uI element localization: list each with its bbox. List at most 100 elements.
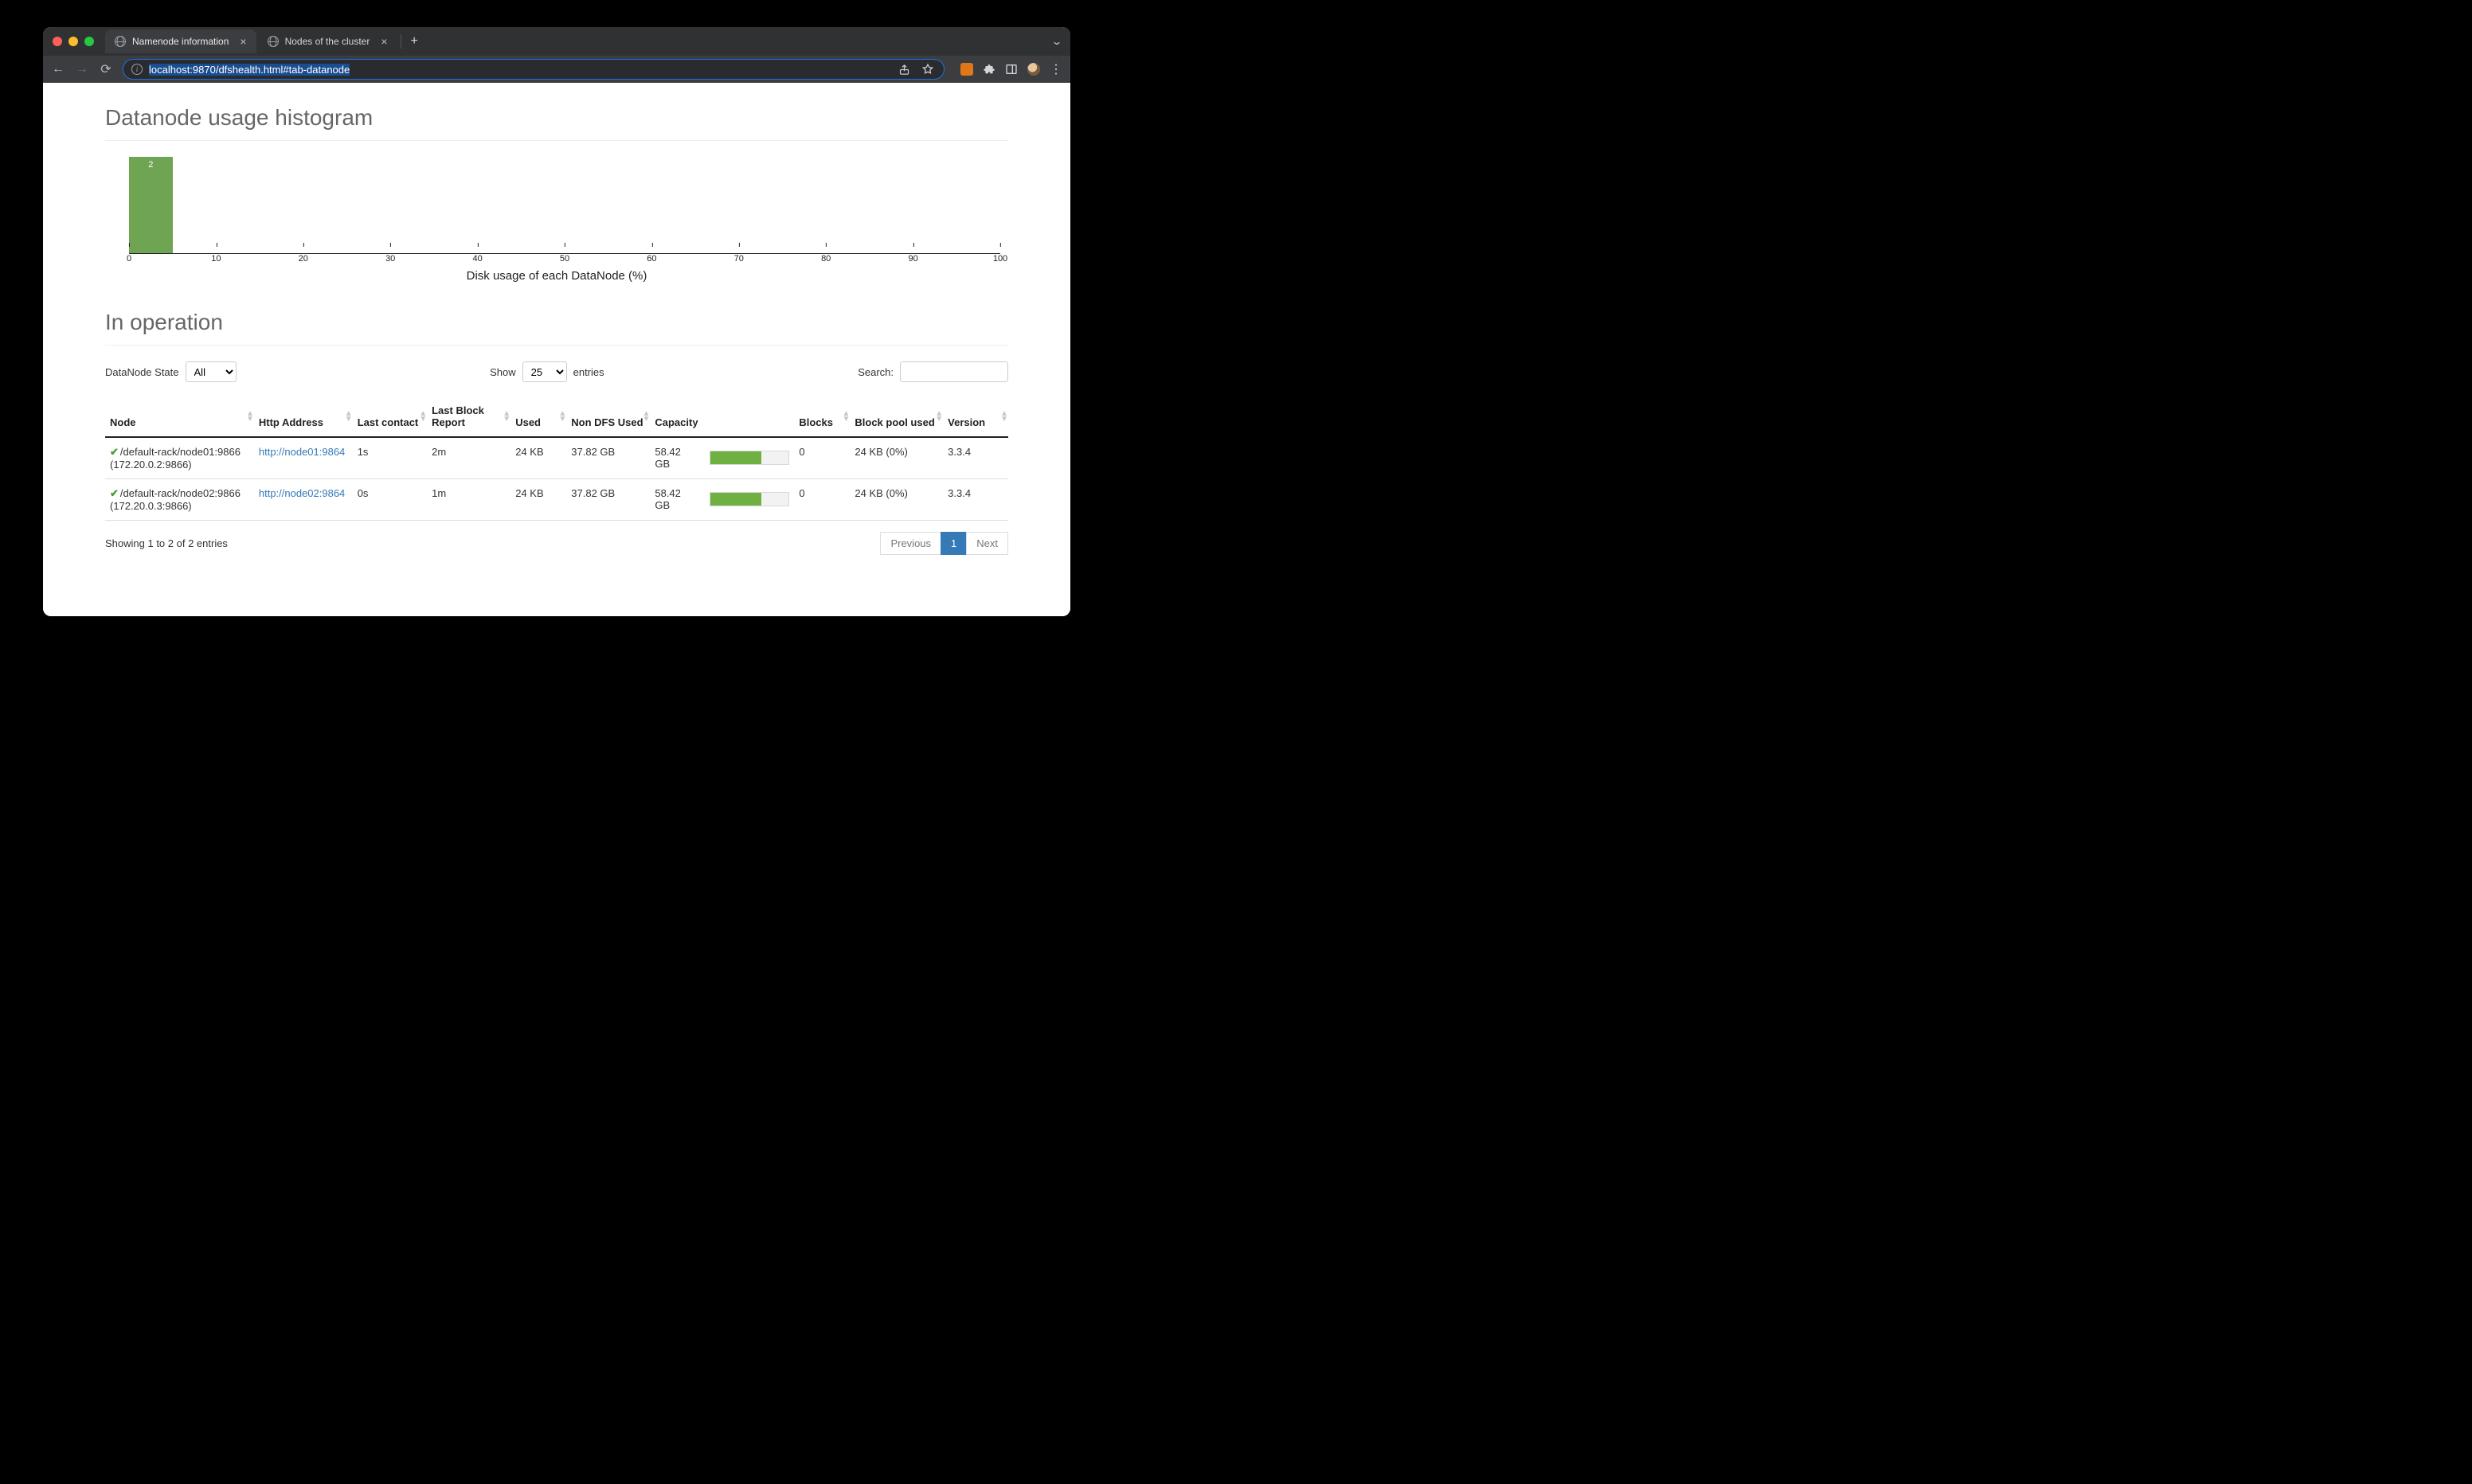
table-footer: Showing 1 to 2 of 2 entries Previous 1 N… — [105, 532, 1008, 555]
cell-capacity: 58.42 GB — [650, 437, 794, 479]
column-header[interactable]: Node▲▼ — [105, 396, 254, 437]
window-close-button[interactable] — [53, 37, 62, 46]
check-icon: ✔ — [110, 446, 119, 458]
bookmark-star-icon[interactable] — [921, 63, 934, 76]
histogram-tick: 0 — [127, 254, 131, 264]
sort-icon: ▲▼ — [642, 411, 648, 422]
check-icon: ✔ — [110, 487, 119, 499]
sort-icon: ▲▼ — [419, 411, 425, 422]
capacity-text: 58.42 GB — [655, 446, 694, 470]
profile-avatar-icon[interactable] — [1027, 63, 1040, 76]
column-header[interactable]: Http Address▲▼ — [254, 396, 353, 437]
kebab-menu-icon[interactable]: ⋮ — [1050, 63, 1062, 76]
window-zoom-button[interactable] — [84, 37, 94, 46]
histogram-tick: 50 — [560, 254, 569, 264]
cell-blocks: 0 — [794, 479, 850, 521]
window-minimize-button[interactable] — [68, 37, 78, 46]
cell-node: ✔/default-rack/node02:9866(172.20.0.3:98… — [105, 479, 254, 521]
browser-window: Namenode information × Nodes of the clus… — [43, 27, 1070, 616]
histogram-tick: 90 — [908, 254, 917, 264]
page-content: Datanode usage histogram 2 0102030405060… — [43, 83, 1070, 616]
sort-icon: ▲▼ — [503, 411, 509, 422]
table-row: ✔/default-rack/node01:9866(172.20.0.2:98… — [105, 437, 1008, 479]
share-icon[interactable] — [898, 63, 910, 76]
cell-block-pool: 24 KB (0%) — [850, 479, 943, 521]
prev-button[interactable]: Previous — [880, 532, 941, 555]
capacity-bar — [710, 451, 789, 465]
sort-icon: ▲▼ — [345, 411, 351, 422]
tabs-menu-chevron-icon[interactable]: ⌄ — [1050, 36, 1062, 47]
tab-nodes[interactable]: Nodes of the cluster × — [258, 29, 397, 53]
sort-icon: ▲▼ — [842, 411, 848, 422]
column-header[interactable]: Block pool used▲▼ — [850, 396, 943, 437]
http-link[interactable]: http://node02:9864 — [259, 487, 345, 499]
histogram-tick: 10 — [211, 254, 221, 264]
url-text: localhost:9870/dfshealth.html#tab-datano… — [149, 64, 891, 76]
cell-non-dfs: 37.82 GB — [566, 479, 650, 521]
column-header[interactable]: Version▲▼ — [943, 396, 1008, 437]
sort-icon: ▲▼ — [558, 411, 565, 422]
histogram-bar-label: 2 — [129, 160, 173, 170]
cell-http: http://node02:9864 — [254, 479, 353, 521]
globe-icon — [115, 36, 126, 47]
tab-close-icon[interactable]: × — [240, 35, 246, 48]
state-label: DataNode State — [105, 366, 179, 378]
histogram-tick: 80 — [821, 254, 831, 264]
sort-icon: ▲▼ — [246, 411, 252, 422]
forward-button[interactable]: → — [75, 62, 89, 76]
page-button-1[interactable]: 1 — [941, 532, 967, 555]
histogram-plot: 2 — [129, 157, 1000, 254]
panel-icon[interactable] — [1005, 63, 1018, 76]
column-header[interactable]: Used▲▼ — [510, 396, 566, 437]
column-header[interactable]: Capacity — [650, 396, 794, 437]
capacity-fill — [710, 451, 761, 464]
tab-close-icon[interactable]: × — [381, 35, 387, 48]
column-header[interactable]: Last contact▲▼ — [353, 396, 427, 437]
site-info-icon[interactable]: i — [131, 64, 143, 75]
cell-version: 3.3.4 — [943, 479, 1008, 521]
histogram-tick: 40 — [472, 254, 482, 264]
back-button[interactable]: ← — [51, 62, 65, 76]
cell-used: 24 KB — [510, 479, 566, 521]
cell-last-contact: 0s — [353, 479, 427, 521]
new-tab-button[interactable]: + — [403, 34, 426, 49]
cell-non-dfs: 37.82 GB — [566, 437, 650, 479]
histogram-tick: 30 — [385, 254, 395, 264]
table-row: ✔/default-rack/node02:9866(172.20.0.3:98… — [105, 479, 1008, 521]
reload-button[interactable]: ⟳ — [99, 61, 113, 77]
histogram-title: Datanode usage histogram — [105, 105, 1008, 131]
histogram-xlabel: Disk usage of each DataNode (%) — [105, 269, 1008, 283]
cell-block-pool: 24 KB (0%) — [850, 437, 943, 479]
extensions-puzzle-icon[interactable] — [983, 63, 995, 76]
extension-metamask-icon[interactable] — [960, 63, 973, 76]
search-input[interactable] — [900, 361, 1008, 382]
histogram-bar: 2 — [129, 157, 173, 253]
datanode-table: Node▲▼Http Address▲▼Last contact▲▼Last B… — [105, 396, 1008, 521]
sort-icon: ▲▼ — [935, 411, 941, 422]
next-button[interactable]: Next — [966, 532, 1008, 555]
table-header-row: Node▲▼Http Address▲▼Last contact▲▼Last B… — [105, 396, 1008, 437]
histogram: 2 0102030405060708090100 Disk usage of e… — [105, 157, 1008, 276]
url-bar[interactable]: i localhost:9870/dfshealth.html#tab-data… — [123, 59, 945, 80]
cell-version: 3.3.4 — [943, 437, 1008, 479]
controls-row: DataNode State All Show 25 entries Searc… — [105, 361, 1008, 382]
column-header[interactable]: Blocks▲▼ — [794, 396, 850, 437]
capacity-text: 58.42 GB — [655, 487, 694, 511]
column-header[interactable]: Non DFS Used▲▼ — [566, 396, 650, 437]
cell-capacity: 58.42 GB — [650, 479, 794, 521]
extension-icons: ⋮ — [960, 63, 1062, 76]
http-link[interactable]: http://node01:9864 — [259, 446, 345, 458]
showing-text: Showing 1 to 2 of 2 entries — [105, 537, 228, 549]
traffic-lights — [53, 37, 94, 46]
cell-http: http://node01:9864 — [254, 437, 353, 479]
tab-namenode[interactable]: Namenode information × — [105, 29, 256, 53]
title-bar: Namenode information × Nodes of the clus… — [43, 27, 1070, 56]
tab-title: Nodes of the cluster — [285, 36, 370, 47]
entries-select[interactable]: 25 — [522, 361, 567, 382]
column-header[interactable]: Last Block Report▲▼ — [427, 396, 510, 437]
state-select[interactable]: All — [186, 361, 237, 382]
sort-icon: ▲▼ — [1000, 411, 1007, 422]
divider — [105, 345, 1008, 346]
tab-title: Namenode information — [132, 36, 229, 47]
toolbar: ← → ⟳ i localhost:9870/dfshealth.html#ta… — [43, 56, 1070, 83]
